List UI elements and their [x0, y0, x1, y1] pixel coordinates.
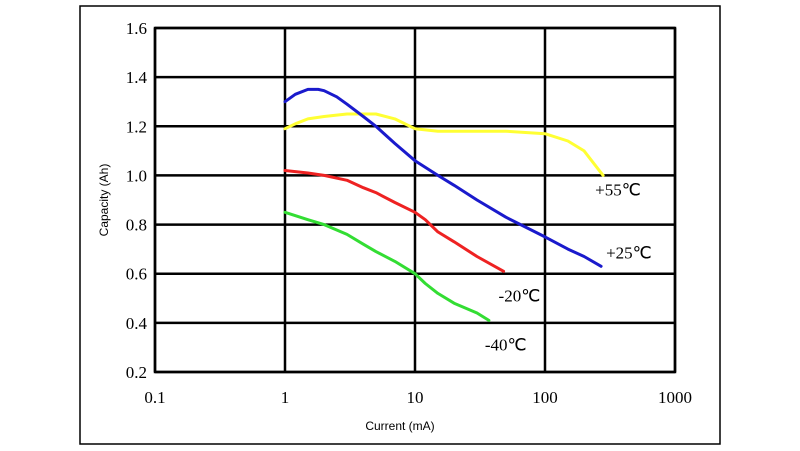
plot-area-border	[153, 26, 677, 374]
y-tick-label: 1.4	[126, 68, 148, 87]
label-plus-55: +55℃	[595, 180, 641, 199]
y-tick-label: 1.0	[126, 166, 147, 185]
x-tick-label: 1000	[658, 388, 692, 407]
label-minus-20: -20℃	[499, 286, 541, 305]
series-lines	[283, 87, 605, 322]
series-line	[283, 169, 506, 273]
y-tick-label: 1.2	[126, 117, 147, 136]
y-tick-label: 0.8	[126, 216, 147, 235]
x-tick-label: 1	[281, 388, 290, 407]
series-line	[283, 112, 605, 177]
x-tick-label: 100	[532, 388, 558, 407]
label-minus-40: -40℃	[485, 335, 527, 354]
y-tick-label: 0.6	[126, 265, 147, 284]
y-axis-label: Capacity (Ah)	[97, 164, 111, 237]
x-tick-label: 0.1	[144, 388, 165, 407]
series-labels: +55℃ +25℃ -20℃ -40℃	[485, 180, 652, 354]
x-axis-ticks: 0.1 1 10 100 1000	[144, 388, 692, 407]
series-line	[283, 210, 491, 322]
x-axis-label: Current (mA)	[365, 419, 434, 433]
y-axis-ticks: 0.2 0.4 0.6 0.8 1.0 1.2 1.4 1.6	[126, 19, 148, 382]
x-tick-label: 10	[407, 388, 424, 407]
y-tick-label: 1.6	[126, 19, 147, 38]
series-line	[283, 87, 603, 268]
y-tick-label: 0.2	[126, 363, 147, 382]
label-plus-25: +25℃	[606, 243, 652, 262]
y-tick-label: 0.4	[126, 314, 148, 333]
